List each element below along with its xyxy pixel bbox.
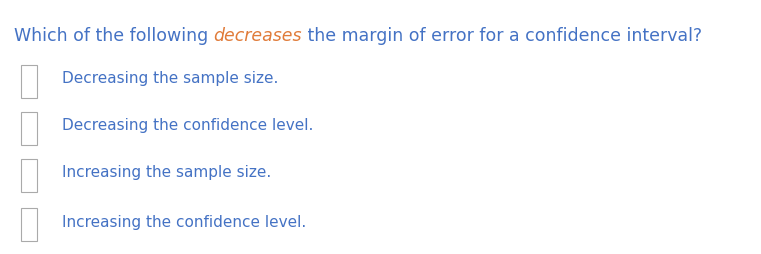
Text: Increasing the sample size.: Increasing the sample size. xyxy=(62,165,272,180)
Text: decreases: decreases xyxy=(213,27,302,45)
Text: the margin of error for a confidence interval?: the margin of error for a confidence int… xyxy=(302,27,702,45)
Text: Increasing the confidence level.: Increasing the confidence level. xyxy=(62,215,307,230)
Text: Which of the following: Which of the following xyxy=(14,27,213,45)
Text: Decreasing the confidence level.: Decreasing the confidence level. xyxy=(62,118,314,133)
Text: Decreasing the sample size.: Decreasing the sample size. xyxy=(62,71,279,86)
